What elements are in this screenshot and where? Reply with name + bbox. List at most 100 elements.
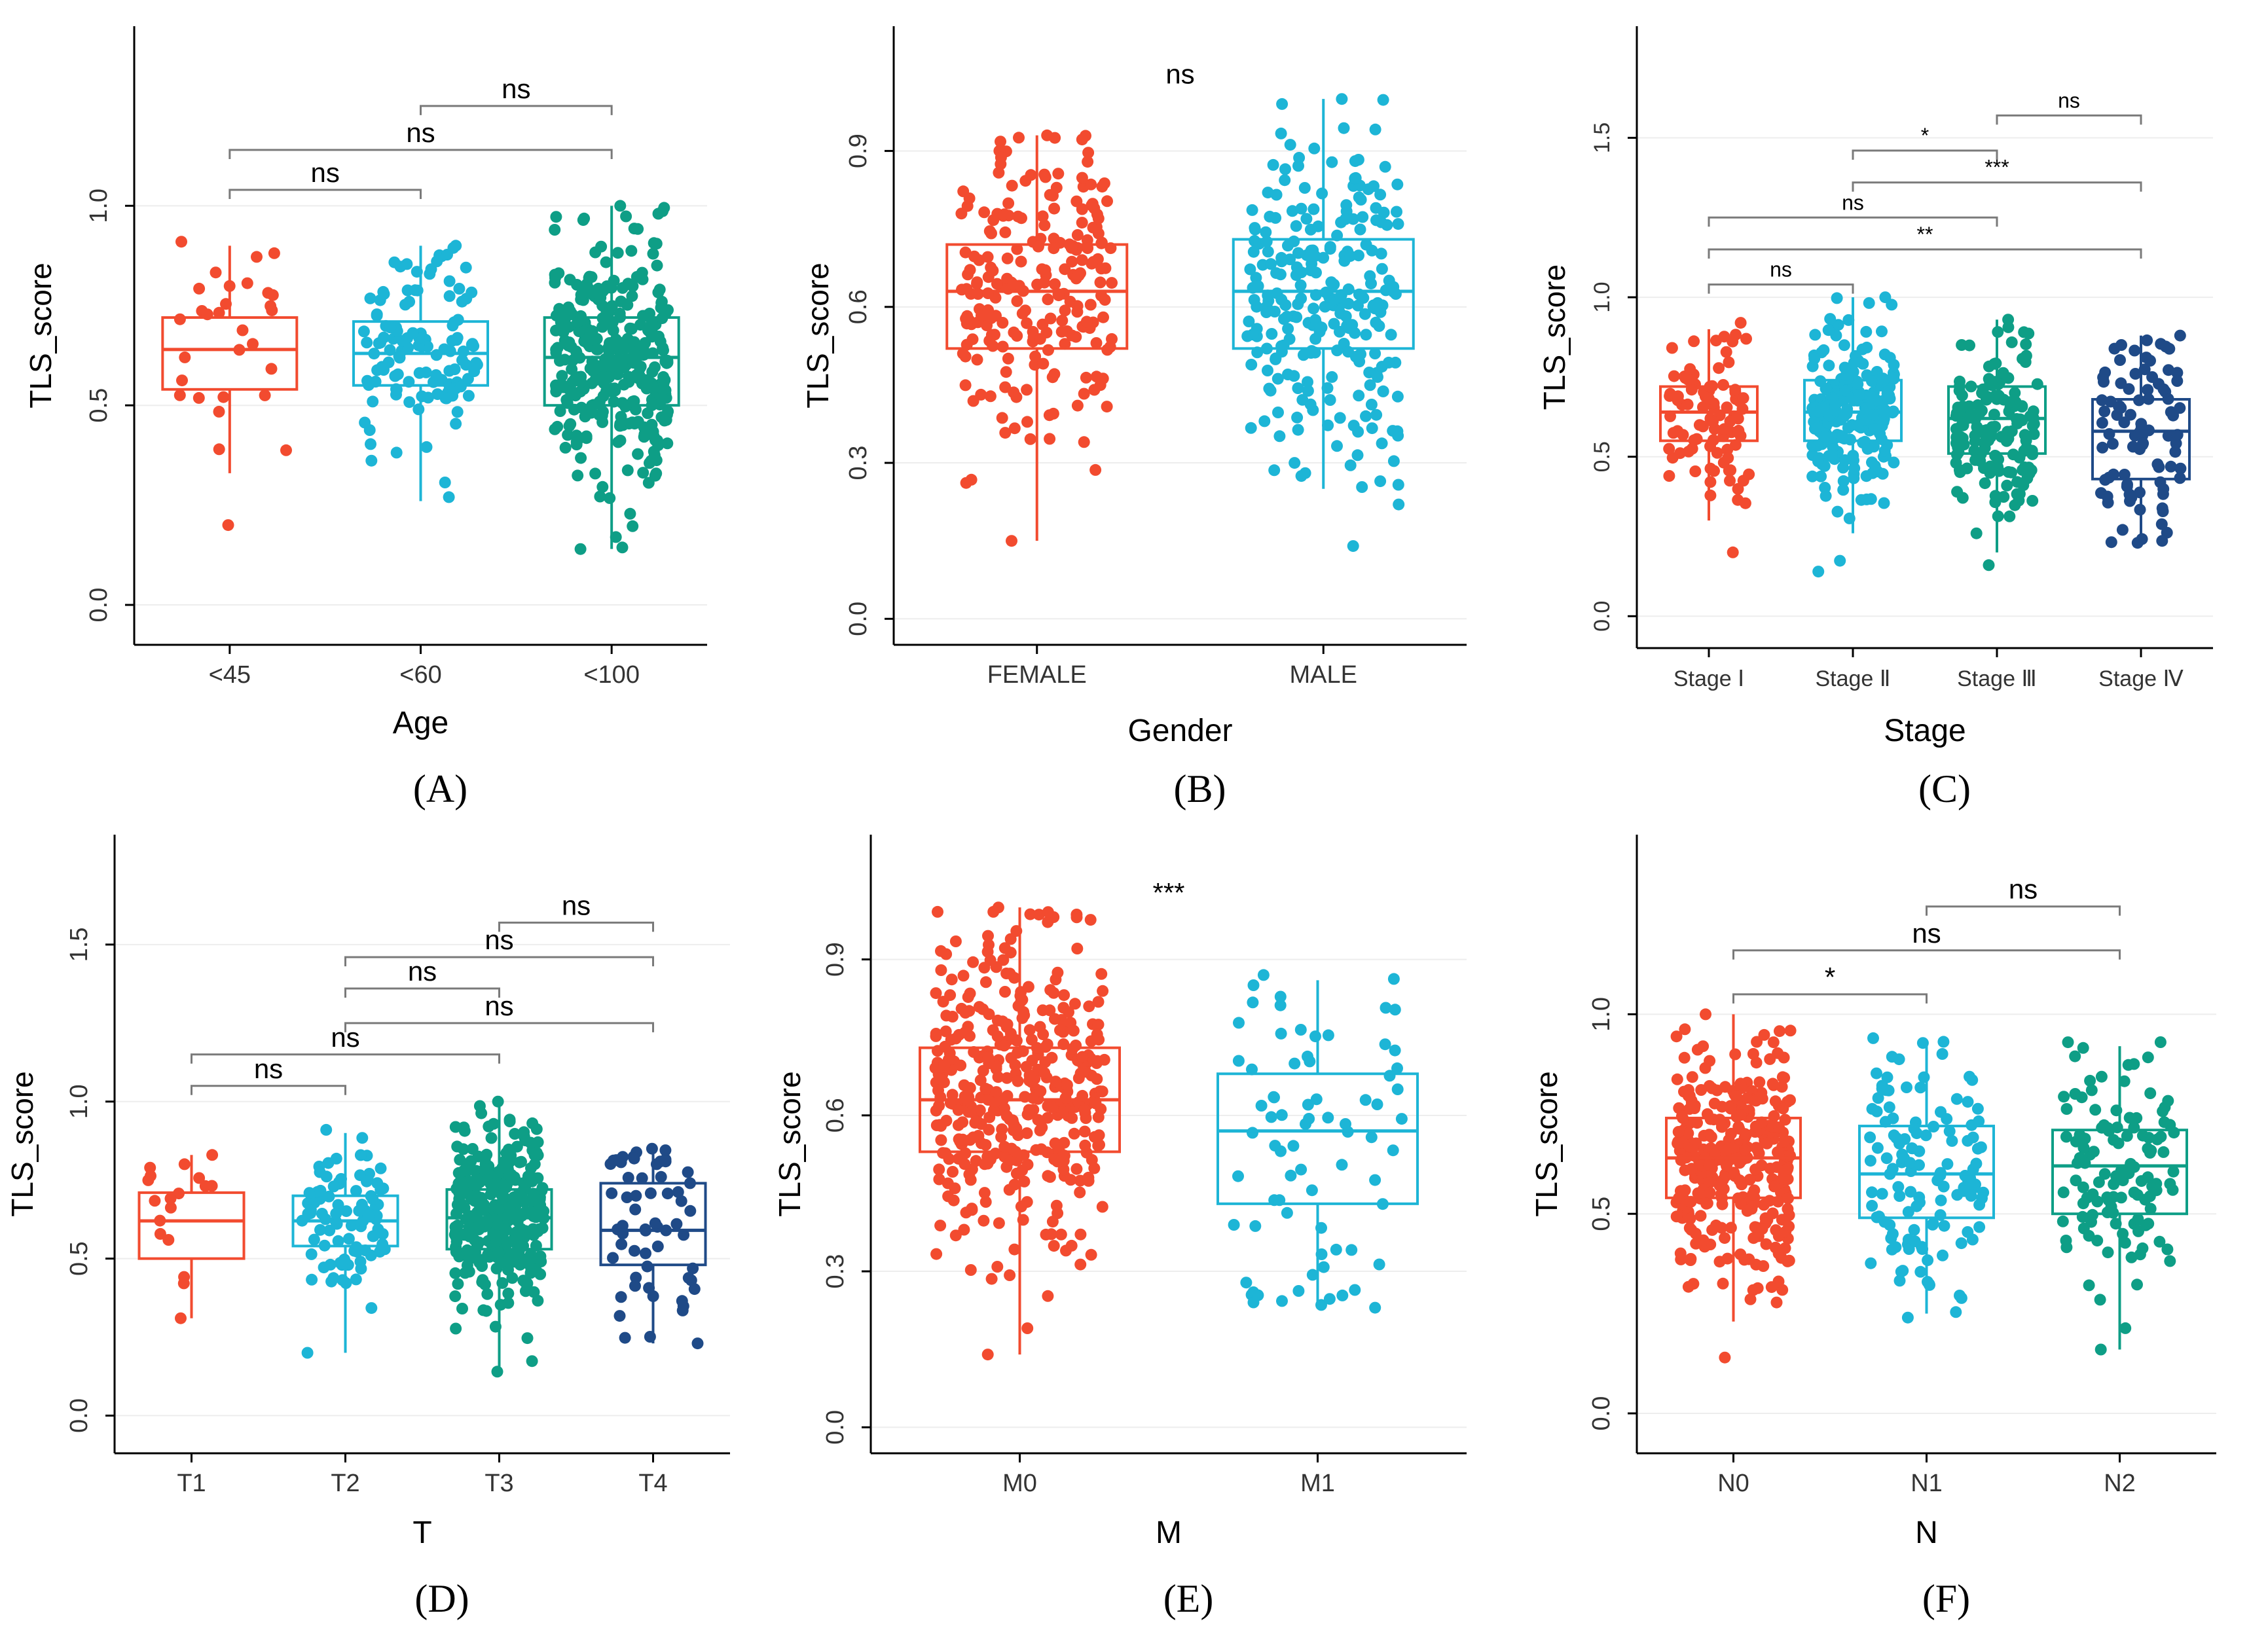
data-point <box>1247 1127 1258 1139</box>
data-point <box>1011 330 1023 342</box>
data-point <box>1812 439 1824 452</box>
data-point <box>1024 433 1036 445</box>
sig-bracket: ** <box>1708 223 2142 259</box>
data-point <box>1848 357 1860 369</box>
data-point <box>551 420 564 433</box>
data-point <box>1721 1252 1734 1265</box>
data-point <box>2164 1178 2176 1190</box>
data-point <box>573 325 585 337</box>
data-point <box>1044 189 1056 201</box>
data-point <box>2060 1241 2073 1254</box>
data-point <box>1699 1062 1711 1074</box>
data-point <box>2096 394 2108 407</box>
data-point <box>175 236 187 248</box>
overall-sig-label: ns <box>1165 58 1194 89</box>
data-point <box>935 1134 947 1146</box>
data-point <box>1344 459 1357 471</box>
data-point <box>1824 313 1837 325</box>
data-point <box>495 1256 507 1269</box>
data-point <box>1671 1073 1683 1085</box>
data-point <box>409 284 422 297</box>
data-point <box>403 376 415 388</box>
data-point <box>1364 270 1376 282</box>
data-point <box>1738 1254 1751 1266</box>
data-point <box>1080 371 1092 384</box>
data-point <box>149 1195 161 1207</box>
data-point <box>498 1191 510 1203</box>
data-point <box>2157 1146 2170 1158</box>
data-point <box>1095 968 1108 980</box>
sig-bracket: ns <box>344 924 654 967</box>
data-point <box>1773 1121 1785 1134</box>
data-point <box>1893 1190 1906 1202</box>
data-point <box>1089 1131 1101 1143</box>
y-axis-title: TLS_score <box>773 1071 807 1216</box>
data-point <box>967 956 979 968</box>
data-point <box>2167 409 2180 422</box>
data-point <box>1672 1137 1684 1150</box>
data-point <box>564 418 577 430</box>
data-point <box>1292 160 1304 172</box>
data-point <box>1376 361 1388 373</box>
data-point <box>1871 1067 1882 1079</box>
data-point <box>1667 427 1679 439</box>
data-point <box>1289 1057 1301 1070</box>
data-point <box>304 1204 317 1216</box>
box-T3 <box>445 1095 553 1378</box>
data-point <box>465 1155 477 1167</box>
data-point <box>1992 453 2005 465</box>
overall-sig-label: *** <box>1152 877 1184 908</box>
data-point <box>2146 1180 2159 1193</box>
data-point <box>320 1123 333 1136</box>
data-point <box>1941 1158 1954 1170</box>
data-point <box>1297 349 1309 361</box>
data-point <box>1704 380 1716 393</box>
data-point <box>2098 405 2111 418</box>
box-Stage Ⅲ <box>1947 314 2047 571</box>
data-point <box>1331 229 1344 242</box>
data-point <box>1708 465 1720 477</box>
data-point <box>1068 1127 1080 1140</box>
data-point <box>614 434 627 446</box>
data-point <box>2022 462 2035 474</box>
data-point <box>1366 422 1378 435</box>
data-point <box>390 446 403 459</box>
data-point <box>1727 1142 1738 1154</box>
data-point <box>2091 1235 2104 1247</box>
data-point <box>945 973 958 986</box>
data-point <box>1704 1186 1716 1199</box>
data-point <box>1395 1113 1408 1125</box>
data-point <box>1719 1232 1731 1244</box>
data-point <box>1091 208 1103 221</box>
data-point <box>485 1132 498 1144</box>
data-point <box>640 382 653 395</box>
data-point <box>1260 226 1272 238</box>
data-point <box>1766 1207 1779 1220</box>
data-point <box>1973 1221 1986 1233</box>
data-point <box>1349 327 1361 339</box>
sig-label: ns <box>2009 874 2038 905</box>
data-point <box>515 1155 527 1168</box>
box-N2 <box>2051 1036 2188 1356</box>
data-point <box>532 1136 544 1148</box>
data-point <box>2116 524 2129 536</box>
data-point <box>1276 1295 1288 1307</box>
data-point <box>1782 1192 1794 1205</box>
data-point <box>956 283 968 296</box>
data-point <box>1769 1095 1782 1108</box>
data-point <box>1294 279 1307 291</box>
data-point <box>2077 1142 2090 1154</box>
x-tick-label: T4 <box>638 1470 667 1497</box>
data-point <box>1360 329 1372 341</box>
data-point <box>615 1291 627 1303</box>
y-tick-label: 0.0 <box>65 1398 93 1433</box>
data-point <box>1061 1079 1073 1091</box>
data-point <box>1034 333 1046 345</box>
data-point <box>575 452 587 464</box>
data-point <box>1316 187 1328 200</box>
data-point <box>990 1086 1002 1098</box>
data-point <box>469 1195 481 1207</box>
data-point <box>1675 1110 1688 1123</box>
data-point <box>965 473 978 486</box>
data-point <box>1326 371 1338 383</box>
